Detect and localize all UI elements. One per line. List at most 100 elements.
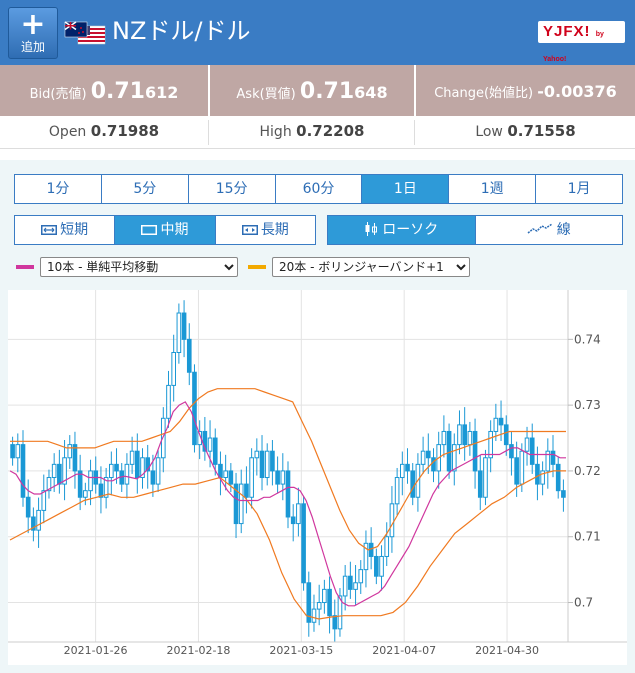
tab-term-long[interactable]: 長期 xyxy=(216,216,315,244)
tab-period-1week[interactable]: 1週 xyxy=(449,175,537,203)
candle xyxy=(202,416,208,461)
add-button[interactable]: + 追加 xyxy=(8,7,58,59)
currency-flags-icon xyxy=(64,21,106,45)
candle-body xyxy=(327,588,332,617)
tab-period-1month[interactable]: 1月 xyxy=(567,181,591,197)
candle-body xyxy=(296,503,301,525)
candle xyxy=(555,456,561,499)
tab-chart-candle[interactable]: ローソク xyxy=(328,216,476,244)
low-stat: Low 0.71558 xyxy=(475,122,576,140)
candle xyxy=(399,451,405,496)
tab-term-mid[interactable]: 中期 xyxy=(115,216,216,244)
candle xyxy=(15,433,21,473)
candle xyxy=(394,467,400,516)
candle-body xyxy=(10,444,15,459)
candle xyxy=(306,571,312,637)
candle xyxy=(545,438,551,489)
candle-body xyxy=(483,457,488,498)
candle-body xyxy=(233,483,239,525)
candle-body xyxy=(509,444,514,459)
candle xyxy=(472,418,478,489)
logo-text: YJFX! xyxy=(543,23,591,40)
candle-body xyxy=(316,602,322,610)
candle xyxy=(238,469,244,534)
candles xyxy=(10,300,566,642)
candle xyxy=(228,463,234,492)
logo-sub: by Yahoo! xyxy=(543,31,604,63)
candle xyxy=(109,451,114,496)
low-value: 0.71558 xyxy=(507,122,576,140)
candle-body xyxy=(103,477,109,498)
tab-period-60min[interactable]: 60分 xyxy=(276,175,363,203)
price-chart[interactable]: 0.74 0.73 0.72 0.71 0.7 2021-01-26 2021-02-18… xyxy=(8,290,627,665)
candle-body xyxy=(535,463,540,485)
tab-chart-line[interactable]: 線 xyxy=(476,216,623,244)
mid-term-icon xyxy=(141,225,158,235)
candle xyxy=(296,487,301,537)
candle xyxy=(134,433,140,494)
candle-body xyxy=(244,483,249,498)
candle-body xyxy=(51,463,57,479)
tab-period-5min[interactable]: 5分 xyxy=(102,175,189,203)
candle xyxy=(493,403,499,441)
candle xyxy=(62,440,67,501)
candle-body xyxy=(98,483,104,498)
candle xyxy=(275,456,280,494)
candle-body xyxy=(150,470,156,485)
candle xyxy=(36,497,41,548)
x-axis-ticks: 2021-01-26 2021-02-18 2021-03-15 2021-04-07… xyxy=(64,644,539,657)
candle-body xyxy=(477,470,483,498)
candle xyxy=(379,545,384,591)
candle-body xyxy=(332,615,338,630)
tab-period-1day[interactable]: 1日 xyxy=(362,175,450,203)
candle xyxy=(114,448,119,484)
bb-indicator-select[interactable]: 20本 - ボリンジャーバンド+1 xyxy=(272,257,470,277)
ma-indicator: 10本 - 単純平均移動 xyxy=(16,257,246,277)
bid-label: Bid(売値) xyxy=(29,87,87,102)
candle xyxy=(72,431,78,489)
candle xyxy=(363,530,369,588)
candle xyxy=(223,454,228,491)
candle-body xyxy=(503,424,509,446)
candle-body xyxy=(472,430,478,472)
candle xyxy=(20,430,26,507)
period-tabs: 1分 5分 15分 60分 1日 1週 1月 xyxy=(14,174,623,204)
candle-body xyxy=(379,555,384,577)
candle xyxy=(451,433,457,486)
candle xyxy=(285,461,291,529)
change-label: Change(始値比) xyxy=(434,86,534,101)
candle-body xyxy=(212,437,218,465)
candle xyxy=(467,421,473,456)
candle-body xyxy=(363,542,369,571)
candle xyxy=(124,453,130,499)
candle xyxy=(67,435,73,469)
line-chart-icon xyxy=(527,223,553,234)
ma-indicator-select[interactable]: 10本 - 単純平均移動 xyxy=(40,257,238,277)
candle-body xyxy=(420,450,426,465)
candle-body xyxy=(519,450,525,485)
ask-quote: Ask(買値) 0.71648 xyxy=(210,65,414,116)
candle xyxy=(212,428,218,476)
page-title: NZドル/ドル xyxy=(112,17,251,45)
candle-body xyxy=(176,312,182,354)
candle xyxy=(483,449,488,506)
candle xyxy=(145,444,151,489)
tab-term-short[interactable]: 短期 xyxy=(15,216,116,244)
candle-body xyxy=(25,496,31,518)
candle xyxy=(88,459,93,506)
candle xyxy=(129,436,135,474)
candle xyxy=(186,323,192,386)
candle-body xyxy=(322,588,327,604)
candle xyxy=(420,436,426,474)
tab-period-1min[interactable]: 1分 xyxy=(15,175,102,203)
tab-period-15min[interactable]: 15分 xyxy=(189,175,276,203)
high-value: 0.72208 xyxy=(296,122,365,140)
candle-body xyxy=(431,457,436,472)
candle-body xyxy=(285,470,291,518)
candle-body xyxy=(353,582,358,590)
candle-body xyxy=(394,477,400,505)
candle-body xyxy=(399,463,405,479)
candle xyxy=(249,448,254,509)
candle-body xyxy=(540,470,545,485)
x-tick-label: 2021-04-30 xyxy=(475,644,539,657)
